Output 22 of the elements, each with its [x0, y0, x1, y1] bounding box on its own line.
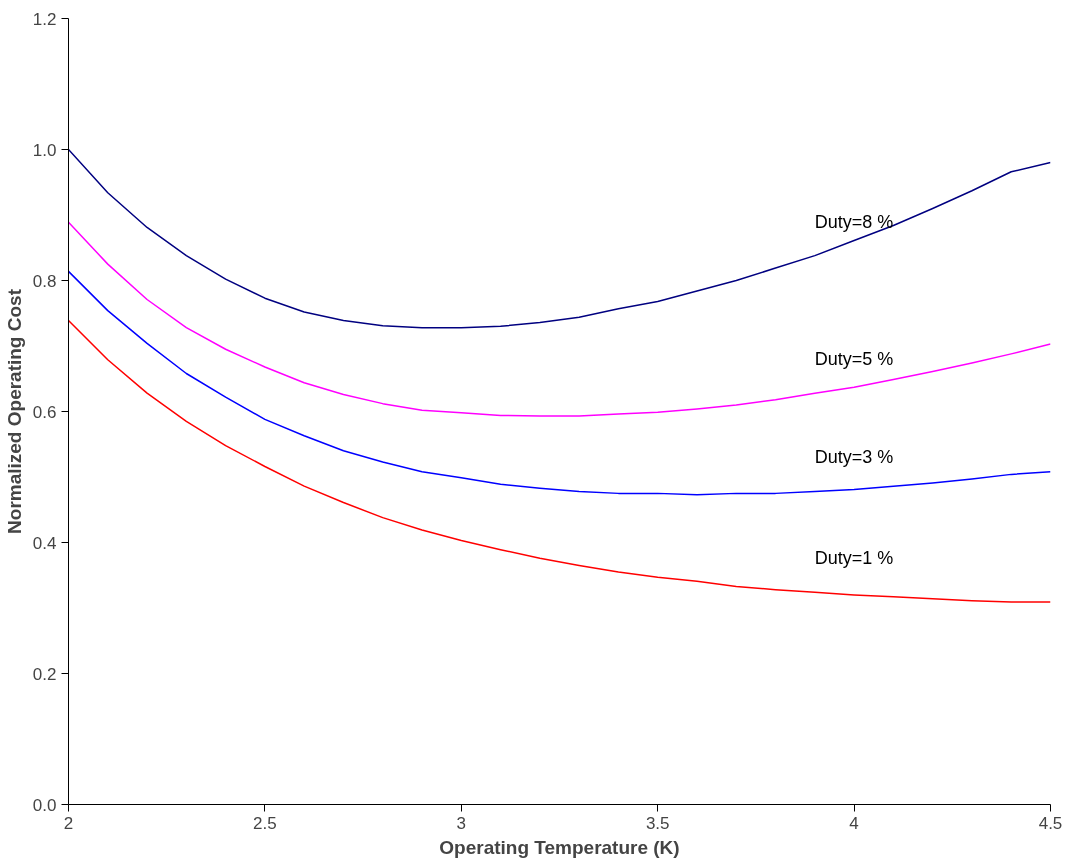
x-tick-label: 3 — [456, 813, 467, 833]
y-tick-label: 0.2 — [32, 664, 57, 684]
series-label: Duty=3 % — [814, 447, 894, 468]
x-tick-label: 3.5 — [645, 813, 670, 833]
y-tick-label: 0.6 — [32, 402, 57, 422]
series-label: Duty=1 % — [814, 548, 894, 569]
series-label: Duty=8 % — [814, 211, 894, 232]
y-tick-label: 0.8 — [32, 271, 57, 291]
x-tick-label: 2.5 — [253, 813, 277, 833]
y-tick-label: 1.0 — [32, 140, 57, 160]
y-tick-label: 1.2 — [32, 9, 57, 29]
line-series — [68, 148, 1051, 329]
series-label: Duty=5 % — [814, 349, 894, 370]
y-tick-label: 0.4 — [32, 533, 57, 553]
line-series — [68, 319, 1051, 603]
x-axis-title: Operating Temperature (K) — [439, 836, 680, 858]
y-axis-title: Normalized Operating Cost — [3, 288, 25, 534]
x-tick-label: 4 — [849, 813, 859, 833]
x-tick-label: 4.5 — [1038, 813, 1063, 833]
y-tick-label: 0.0 — [32, 795, 57, 815]
x-tick-label: 2 — [63, 813, 74, 833]
line-series — [68, 270, 1051, 496]
